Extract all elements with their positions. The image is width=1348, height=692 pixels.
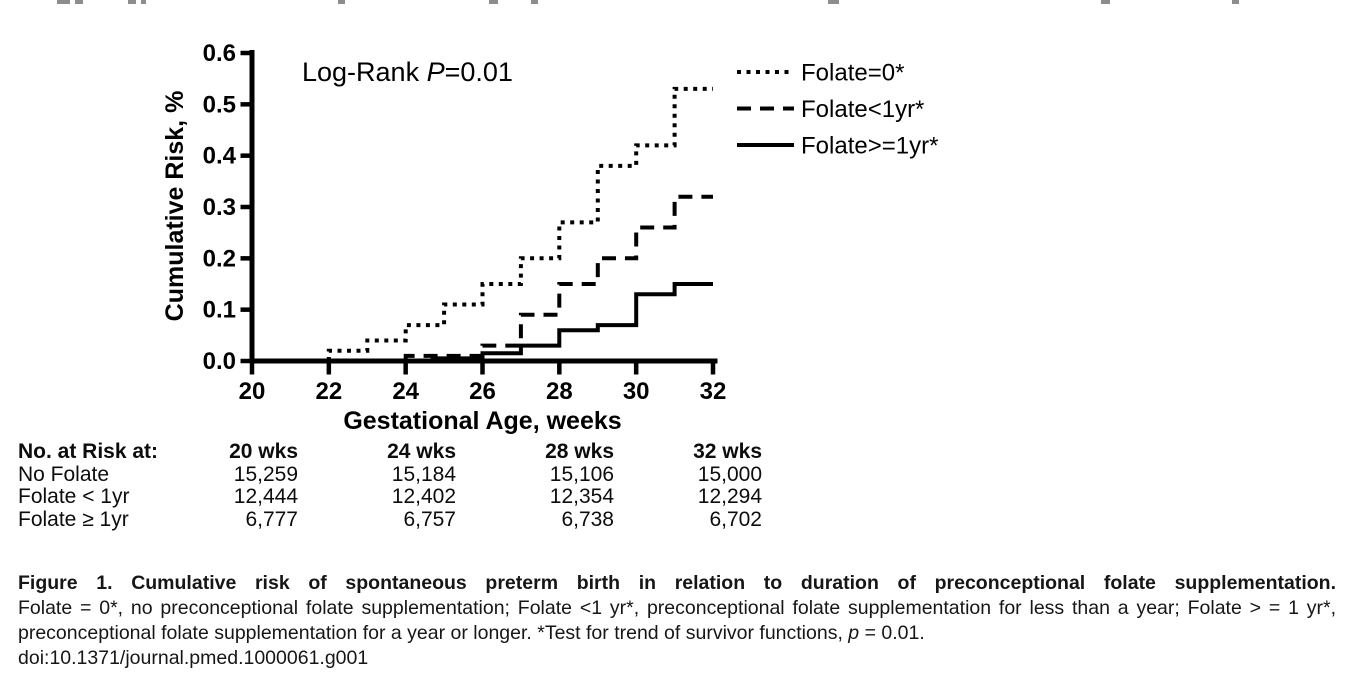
legend-label: Folate>=1yr* bbox=[801, 133, 938, 160]
risk-col-header-28wks: 28 wks bbox=[545, 440, 614, 463]
x-tick-label: 26 bbox=[469, 378, 496, 405]
y-tick-label: 0.6 bbox=[203, 40, 236, 67]
series-curve-folate-1yr- bbox=[430, 282, 713, 361]
risk-value: 15,000 bbox=[697, 462, 762, 486]
risk-col-header-32wks: 32 wks bbox=[693, 440, 762, 463]
x-axis-title: Gestational Age, weeks bbox=[343, 407, 621, 435]
x-tick-label: 30 bbox=[623, 378, 650, 405]
series-curve-folate-0- bbox=[326, 86, 713, 361]
row-label: Folate < 1yr bbox=[18, 485, 130, 508]
y-tick-label: 0.4 bbox=[203, 143, 237, 170]
risk-value: 6,777 bbox=[245, 507, 298, 531]
caption-text: preconceptional folate supplementation f… bbox=[18, 622, 849, 644]
risk-col-header-24wks: 24 wks bbox=[387, 440, 456, 463]
axes bbox=[249, 50, 718, 364]
risk-table-title: No. at Risk at: bbox=[18, 440, 159, 463]
y-axis-title: Cumulative Risk, % bbox=[161, 91, 189, 322]
risk-value: 12,402 bbox=[391, 485, 456, 508]
table-row-no-folate: No Folate 15,259 15,184 15,106 15,000 bbox=[18, 462, 762, 487]
y-tick-label: 0.2 bbox=[203, 245, 236, 272]
series-curve-folate-1yr- bbox=[403, 194, 713, 361]
caption-italic-p: p bbox=[848, 622, 860, 644]
table-row-folate-geq-1yr: Folate ≥ 1yr 6,777 6,757 6,738 6,702 bbox=[18, 507, 762, 532]
risk-col-header-20wks: 20 wks bbox=[229, 440, 298, 463]
caption-text: = 0.01. bbox=[859, 622, 925, 644]
x-tick-label: 24 bbox=[392, 378, 419, 405]
x-tick-label: 32 bbox=[700, 378, 727, 405]
legend-label: Folate=0* bbox=[801, 60, 904, 87]
risk-value: 15,184 bbox=[391, 462, 456, 486]
risk-value: 6,757 bbox=[403, 507, 456, 531]
number-at-risk-table: No. at Risk at: 20 wks 24 wks 28 wks 32 … bbox=[18, 440, 762, 532]
risk-value: 12,294 bbox=[697, 485, 762, 508]
caption-body-line: preconceptional folate supplementation f… bbox=[18, 621, 1336, 646]
x-tick-label: 20 bbox=[239, 378, 266, 405]
x-tick-label: 28 bbox=[546, 378, 573, 405]
risk-value: 6,702 bbox=[709, 507, 762, 531]
log-rank-annotation: Log-Rank P=0.01 bbox=[302, 57, 513, 87]
y-tick-label: 0.0 bbox=[203, 348, 236, 375]
caption-body-line: Folate = 0*, no preconceptional folate s… bbox=[18, 597, 1336, 619]
figure-caption: Figure 1. Cumulative risk of spontaneous… bbox=[18, 571, 1336, 671]
x-tick-label: 22 bbox=[315, 378, 342, 405]
risk-value: 15,106 bbox=[549, 462, 614, 486]
row-label: No Folate bbox=[18, 462, 110, 486]
risk-value: 6,738 bbox=[561, 507, 614, 531]
cumulative-risk-chart: 0.0 0.1 0.2 0.3 0.4 0.5 0.6 20 22 24 26 28 30 32 Gesta… bbox=[161, 40, 938, 435]
table-row-folate-lt-1yr: Folate < 1yr 12,444 12,402 12,354 12,294 bbox=[18, 485, 762, 509]
doi-text: doi:10.1371/journal.pmed.1000061.g001 bbox=[18, 647, 369, 669]
risk-value: 12,354 bbox=[549, 485, 614, 508]
row-label: Folate ≥ 1yr bbox=[18, 507, 129, 531]
caption-title: Figure 1. Cumulative risk of spontaneous… bbox=[18, 572, 1336, 594]
cropped-text-artifact bbox=[0, 0, 1348, 5]
legend-label: Folate<1yr* bbox=[801, 96, 924, 123]
risk-value: 12,444 bbox=[233, 485, 298, 508]
y-tick-label: 0.5 bbox=[203, 91, 236, 118]
risk-value: 15,259 bbox=[233, 462, 298, 486]
y-tick-label: 0.3 bbox=[203, 194, 236, 221]
y-tick-label: 0.1 bbox=[203, 297, 236, 324]
risk-table-header-row: No. at Risk at: 20 wks 24 wks 28 wks 32 … bbox=[18, 440, 762, 464]
